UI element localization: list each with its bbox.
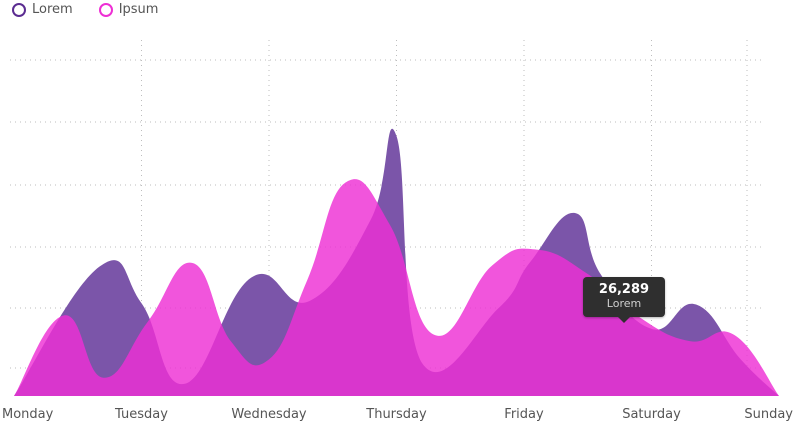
x-tick-label-tuesday: Tuesday <box>114 407 168 422</box>
legend-label-lorem: Lorem <box>32 2 73 17</box>
x-tick-label-friday: Friday <box>504 407 544 422</box>
x-tick-label-wednesday: Wednesday <box>231 407 307 422</box>
legend-swatch-lorem <box>12 2 26 17</box>
x-axis: Monday Tuesday Wednesday Thursday Friday Satu… <box>2 407 793 422</box>
series-layer <box>14 128 779 396</box>
tooltip-value: 26,289 <box>598 282 650 297</box>
legend-label-ipsum: Ipsum <box>118 2 159 17</box>
tooltip-series-label: Lorem <box>606 297 642 310</box>
legend-swatch-ipsum <box>98 2 113 17</box>
x-tick-label-thursday: Thursday <box>365 407 427 422</box>
x-tick-label-saturday: Saturday <box>622 407 681 422</box>
legend-item-ipsum[interactable]: Ipsum <box>98 2 159 17</box>
x-tick-label-monday: Monday <box>2 407 54 422</box>
legend-item-lorem[interactable]: Lorem <box>12 2 73 17</box>
data-tooltip: 26,289 Lorem <box>583 277 665 323</box>
area-series-ipsum[interactable] <box>14 179 779 396</box>
x-tick-label-sunday: Sunday <box>744 407 793 422</box>
legend: Lorem Ipsum <box>12 2 158 17</box>
